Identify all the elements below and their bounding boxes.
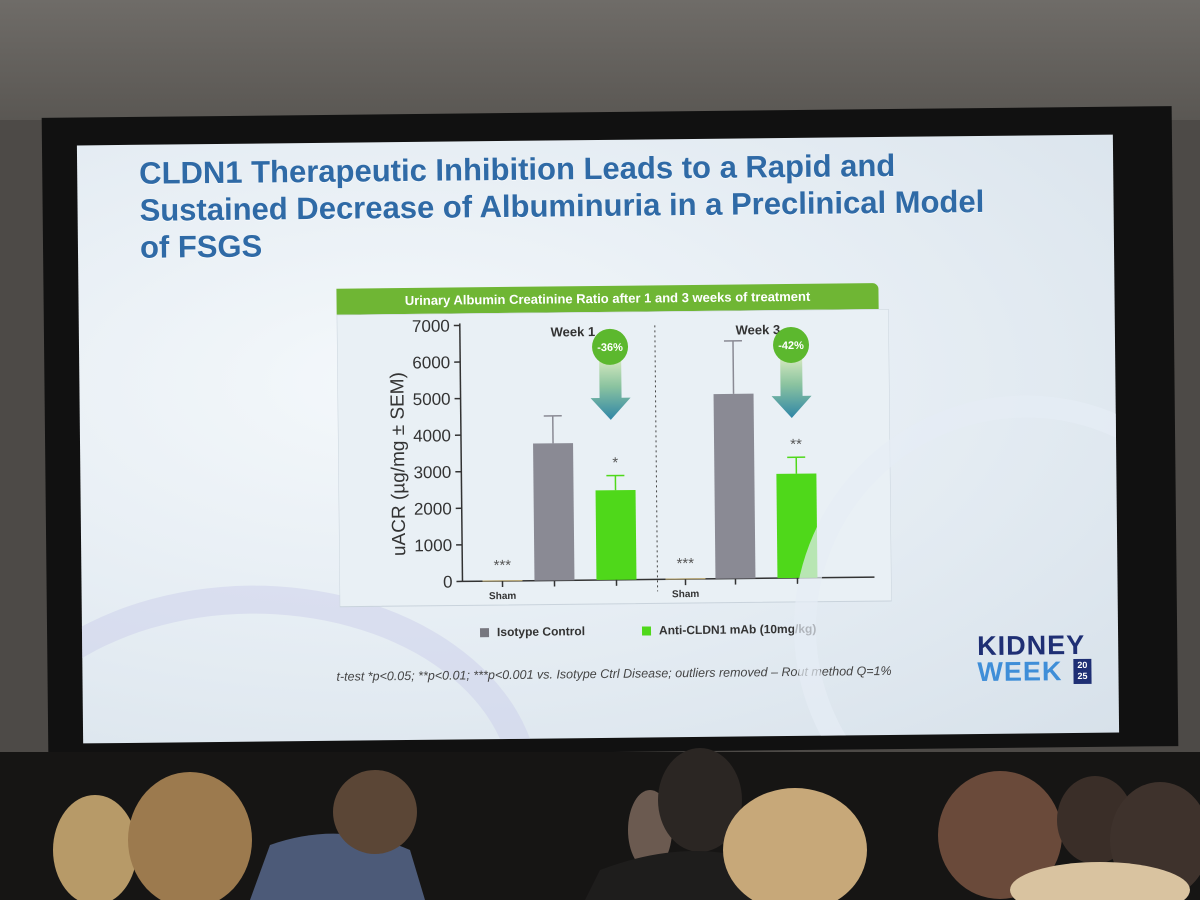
reduction-percent: -36% — [597, 342, 623, 354]
bar-anti-cldn1 — [595, 490, 637, 581]
week-divider — [654, 325, 659, 592]
room-wall — [0, 0, 1200, 120]
audience-head — [333, 770, 417, 854]
x-tick-label-sham: Sham — [489, 591, 516, 602]
statistics-footnote: t-test *p<0.05; **p<0.01; ***p<0.001 vs.… — [336, 663, 892, 684]
logo-year-top: 20 — [1077, 659, 1088, 670]
significance-marker: * — [612, 455, 618, 472]
y-axis-label: uACR (µg/mg ± SEM) — [387, 372, 410, 556]
logo-line-kidney: KIDNEY — [977, 629, 1086, 662]
bar-isotype — [533, 443, 575, 581]
logo-year-badge: 20 25 — [1073, 658, 1092, 685]
x-tick-label-sham: Sham — [672, 589, 699, 600]
slide-title: CLDN1 Therapeutic Inhibition Leads to a … — [139, 147, 985, 265]
audience-silhouettes — [53, 748, 1200, 900]
legend-item-anti-cldn1: Anti-CLDN1 mAb (10mg/kg) — [641, 621, 817, 638]
logo-line-week: WEEK — [977, 656, 1063, 688]
audience-head — [1010, 862, 1190, 900]
audience-head — [723, 788, 867, 900]
reduction-arrow-icon — [771, 349, 812, 418]
y-tick-label: 4000 — [413, 426, 451, 445]
legend-label-isotype: Isotype Control — [496, 624, 586, 640]
group-label-week: Week 1 — [551, 324, 596, 339]
logo-year-bottom: 25 — [1077, 670, 1088, 681]
legend-swatch-anti-cldn1 — [641, 625, 652, 636]
reduction-arrow-icon — [590, 351, 631, 420]
audience-head — [128, 772, 252, 900]
legend-swatch-isotype — [479, 627, 490, 637]
y-tick-label: 0 — [443, 573, 453, 592]
y-axis-line — [459, 323, 464, 582]
bar-anti-cldn1 — [776, 473, 818, 579]
error-bar — [732, 340, 735, 394]
bar-isotype — [713, 393, 756, 579]
reduction-badge — [592, 328, 629, 365]
reduction-percent: -42% — [778, 340, 804, 352]
legend-label-anti-cldn1: Anti-CLDN1 mAb (10mg/kg) — [658, 621, 817, 638]
group-label-week: Week 3 — [735, 322, 780, 337]
audience-head — [938, 771, 1062, 899]
y-tick-label: 5000 — [413, 390, 451, 409]
y-tick-label: 3000 — [413, 463, 451, 482]
reduction-badge — [773, 326, 810, 363]
significance-marker: ** — [790, 436, 802, 453]
significance-marker: *** — [493, 557, 511, 574]
y-tick-label: 1000 — [414, 536, 452, 555]
legend-item-isotype: Isotype Control — [479, 624, 586, 640]
kidney-week-logo: KIDNEY WEEK 20 25 — [977, 629, 1098, 688]
y-tick-label: 6000 — [412, 353, 450, 372]
significance-marker: *** — [676, 555, 694, 572]
presentation-slide: CLDN1 Therapeutic Inhibition Leads to a … — [76, 134, 1120, 744]
bar-sham — [482, 580, 523, 582]
y-tick-label: 7000 — [412, 317, 450, 336]
bar-sham — [665, 578, 706, 580]
audience-head — [658, 748, 742, 852]
bar-chart: uACR (µg/mg ± SEM) 0 1000 2000 3000 4000 5000… — [336, 308, 892, 608]
y-tick-label: 2000 — [414, 499, 452, 518]
chart-legend: Isotype Control Anti-CLDN1 mAb (10mg/kg) — [479, 621, 900, 645]
audience-head — [53, 795, 137, 900]
